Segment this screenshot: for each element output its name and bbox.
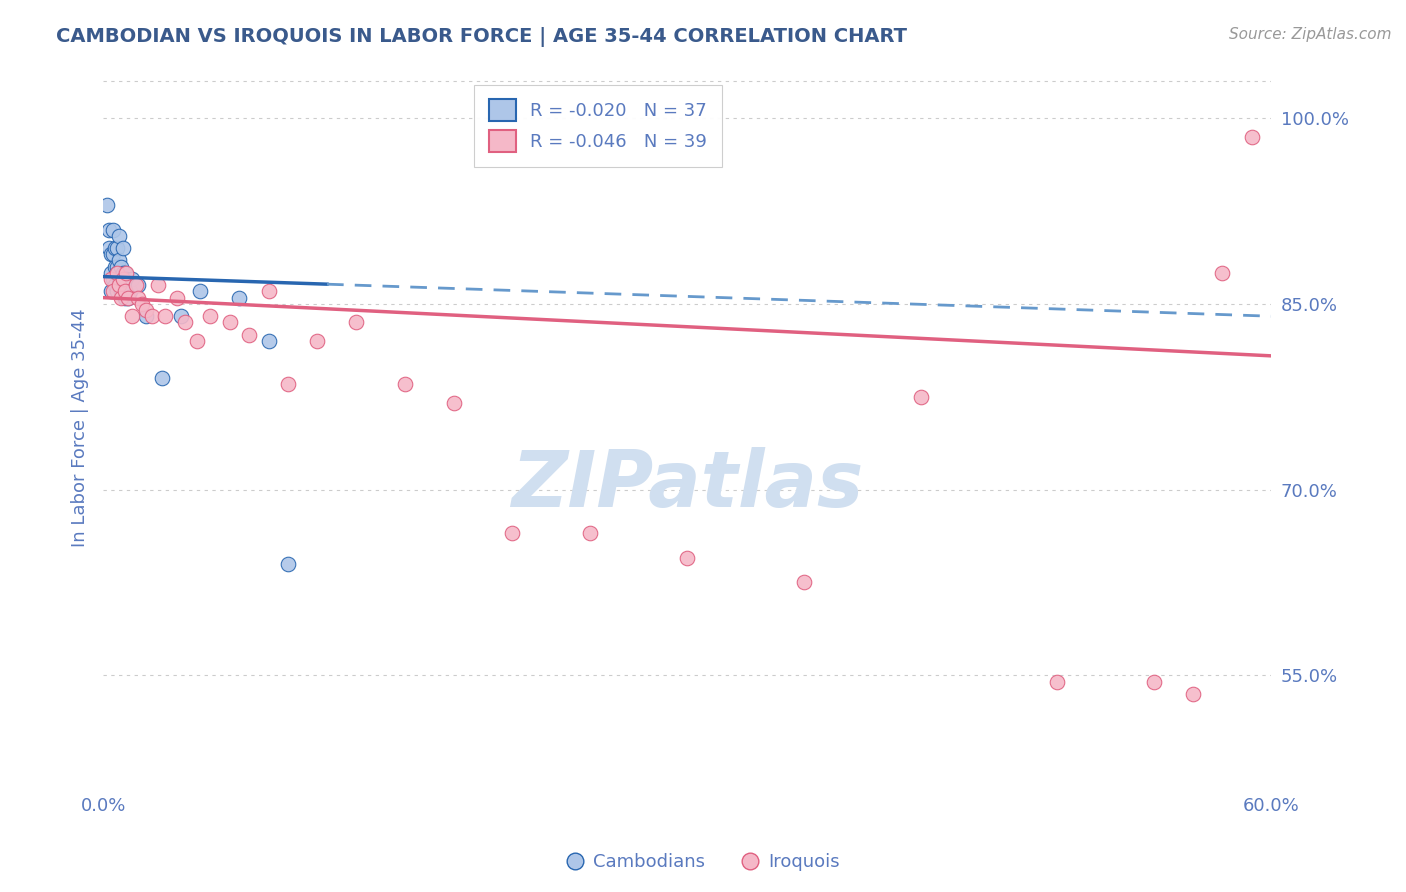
Point [111, 241, 134, 255]
Point [238, 327, 260, 342]
Point [100, 266, 122, 280]
Point [110, 285, 132, 299]
Point [186, 334, 208, 348]
Point [107, 272, 129, 286]
Point [120, 285, 142, 299]
Point [173, 315, 195, 329]
Point [101, 222, 124, 236]
Point [501, 525, 523, 540]
Point [170, 310, 193, 324]
Point [107, 253, 129, 268]
Point [141, 310, 163, 324]
Point [218, 315, 240, 329]
Point [104, 241, 127, 255]
Point [1046, 674, 1069, 689]
Point [155, 310, 177, 324]
Point [344, 315, 367, 329]
Point [104, 278, 127, 293]
Text: Source: ZipAtlas.com: Source: ZipAtlas.com [1229, 27, 1392, 42]
Point [146, 278, 169, 293]
Legend: R = -0.020   N = 37, R = -0.046   N = 39: R = -0.020 N = 37, R = -0.046 N = 39 [474, 85, 721, 167]
Text: ZIPatlas: ZIPatlas [510, 447, 863, 523]
Point [121, 272, 143, 286]
Text: CAMBODIAN VS IROQUOIS IN LABOR FORCE | AGE 35-44 CORRELATION CHART: CAMBODIAN VS IROQUOIS IN LABOR FORCE | A… [56, 27, 907, 46]
Point [115, 266, 138, 280]
Point [114, 291, 136, 305]
Point [228, 291, 250, 305]
Point [1211, 266, 1233, 280]
Point [111, 266, 134, 280]
Point [104, 260, 127, 274]
Point [110, 291, 132, 305]
Point [117, 291, 139, 305]
Point [98, 222, 121, 236]
Point [676, 550, 699, 565]
Point [100, 285, 122, 299]
Point [100, 247, 122, 261]
Point [910, 390, 932, 404]
Point [105, 266, 128, 280]
Point [394, 377, 416, 392]
Point [257, 285, 280, 299]
Point [98, 241, 121, 255]
Point [257, 334, 280, 348]
Point [578, 525, 600, 540]
Point [1182, 687, 1205, 701]
Point [127, 291, 149, 305]
Point [107, 278, 129, 293]
Point [198, 310, 221, 324]
Point [115, 272, 138, 286]
Point [100, 272, 122, 286]
Point [107, 228, 129, 243]
Legend: Cambodians, Iroquois: Cambodians, Iroquois [558, 847, 848, 879]
Point [114, 266, 136, 280]
Point [96, 198, 118, 212]
Point [101, 285, 124, 299]
Point [135, 310, 157, 324]
Point [105, 285, 128, 299]
Point [1143, 674, 1166, 689]
Point [101, 272, 124, 286]
Point [114, 285, 136, 299]
Point [111, 272, 134, 286]
Point [307, 334, 329, 348]
Point [131, 297, 153, 311]
Y-axis label: In Labor Force | Age 35-44: In Labor Force | Age 35-44 [72, 309, 89, 547]
Point [150, 371, 173, 385]
Point [110, 260, 132, 274]
Point [105, 260, 128, 274]
Point [127, 278, 149, 293]
Point [117, 291, 139, 305]
Point [277, 377, 299, 392]
Point [166, 291, 188, 305]
Point [1240, 129, 1263, 144]
Point [105, 241, 128, 255]
Point [125, 278, 148, 293]
Point [190, 285, 212, 299]
Point [101, 247, 124, 261]
Point [135, 303, 157, 318]
Point [121, 310, 143, 324]
Point [443, 396, 465, 410]
Point [105, 266, 128, 280]
Point [793, 575, 815, 590]
Point [277, 557, 299, 571]
